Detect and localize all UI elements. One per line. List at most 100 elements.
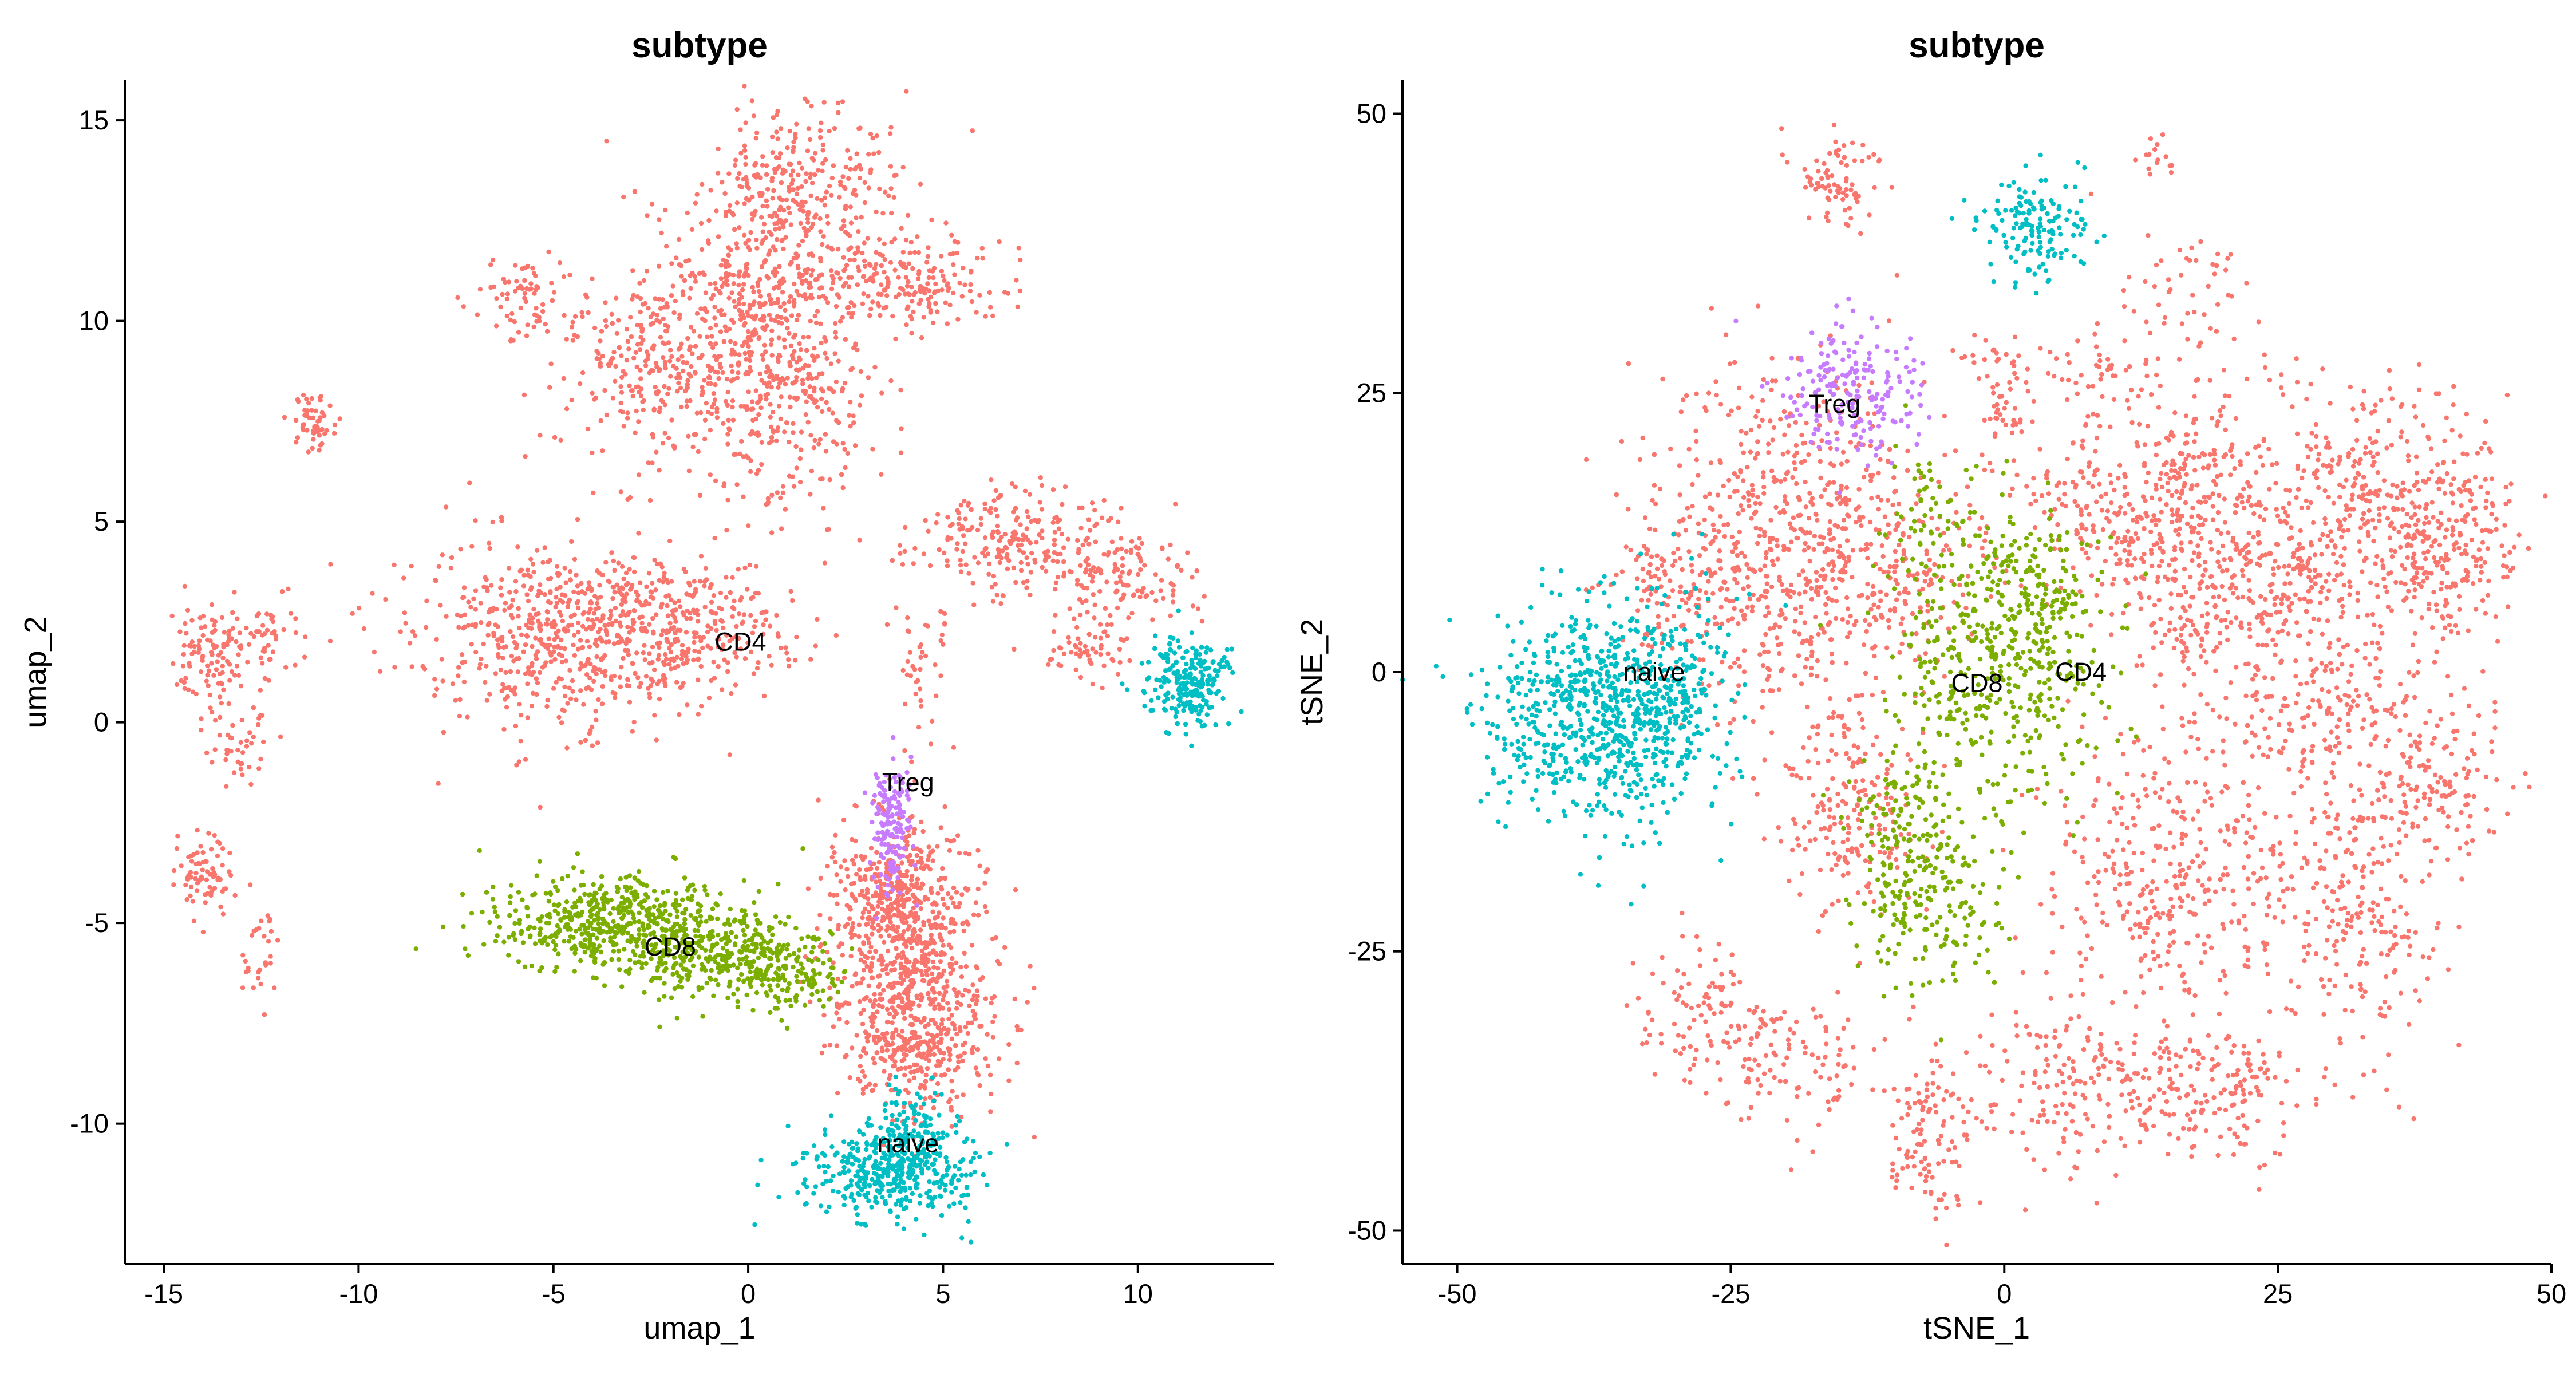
data-point — [506, 935, 512, 940]
data-point — [591, 882, 596, 887]
data-point — [930, 909, 935, 914]
data-point — [217, 840, 222, 846]
data-point — [958, 1028, 963, 1033]
data-point — [944, 1032, 949, 1037]
data-point — [888, 186, 894, 191]
data-point — [765, 187, 771, 192]
data-point — [982, 903, 988, 909]
data-point — [818, 258, 823, 264]
data-point — [946, 1016, 951, 1022]
data-point — [930, 902, 935, 907]
data-point — [483, 680, 488, 685]
data-point — [597, 667, 602, 672]
data-point — [846, 247, 851, 252]
data-point — [692, 639, 697, 645]
data-point — [590, 618, 595, 623]
data-point — [705, 334, 710, 339]
data-point — [186, 687, 191, 693]
data-point — [867, 949, 872, 955]
data-point — [574, 572, 579, 578]
data-point — [594, 903, 600, 908]
data-point — [730, 369, 735, 374]
data-point — [931, 990, 937, 995]
data-point — [517, 625, 522, 631]
data-point — [590, 450, 595, 456]
data-point — [508, 629, 513, 634]
data-point — [681, 966, 686, 972]
data-point — [824, 400, 829, 405]
data-point — [491, 884, 496, 890]
data-point — [905, 996, 911, 1001]
data-point — [432, 677, 437, 682]
data-point — [923, 1096, 928, 1101]
data-point — [575, 851, 580, 856]
data-point — [1058, 646, 1064, 651]
data-point — [1195, 606, 1201, 611]
data-point — [946, 1067, 951, 1072]
data-point — [749, 216, 755, 222]
data-point — [810, 267, 815, 273]
data-point — [220, 863, 225, 868]
data-point — [860, 976, 866, 981]
data-point — [903, 238, 909, 243]
data-point — [545, 697, 550, 703]
data-point — [516, 890, 521, 895]
data-point — [725, 402, 730, 408]
data-point — [562, 627, 567, 633]
data-point — [697, 271, 702, 276]
data-point — [500, 682, 505, 687]
data-point — [513, 579, 519, 584]
data-point — [573, 904, 579, 910]
data-point — [805, 886, 811, 891]
data-point — [947, 523, 953, 528]
data-point — [673, 856, 678, 862]
data-point — [889, 240, 894, 245]
data-point — [662, 305, 667, 310]
data-point — [528, 556, 534, 562]
data-point — [534, 692, 539, 697]
data-point — [708, 341, 713, 346]
data-point — [883, 287, 888, 293]
data-point — [1085, 562, 1091, 567]
data-point — [628, 921, 634, 926]
data-point — [675, 357, 681, 362]
data-point — [743, 372, 748, 377]
data-point — [729, 363, 734, 369]
data-point — [858, 1010, 863, 1016]
data-point — [775, 631, 781, 637]
data-point — [528, 933, 533, 938]
data-point — [720, 180, 725, 185]
data-point — [880, 914, 886, 919]
data-point — [240, 772, 245, 777]
data-point — [582, 891, 587, 897]
data-point — [184, 897, 189, 902]
data-point — [401, 575, 406, 581]
data-point — [975, 1047, 981, 1052]
data-point — [584, 672, 590, 677]
data-point — [469, 911, 475, 916]
data-point — [775, 220, 780, 226]
data-point — [990, 599, 996, 604]
data-point — [808, 433, 813, 438]
data-point — [930, 986, 935, 991]
data-point — [709, 411, 714, 416]
data-point — [293, 662, 298, 668]
data-point — [946, 1006, 952, 1012]
data-point — [508, 338, 513, 344]
data-point — [951, 290, 956, 295]
data-point — [716, 637, 722, 642]
data-point — [934, 1045, 940, 1050]
data-point — [750, 194, 755, 200]
data-point — [642, 990, 647, 995]
data-point — [745, 309, 750, 315]
data-point — [193, 691, 199, 697]
data-point — [811, 157, 816, 163]
data-point — [1002, 290, 1008, 295]
data-point — [650, 321, 656, 326]
data-point — [694, 410, 700, 416]
data-point — [764, 274, 769, 279]
data-point — [1052, 542, 1057, 547]
data-point — [1112, 562, 1117, 567]
data-point — [471, 596, 476, 602]
data-point — [738, 317, 744, 322]
